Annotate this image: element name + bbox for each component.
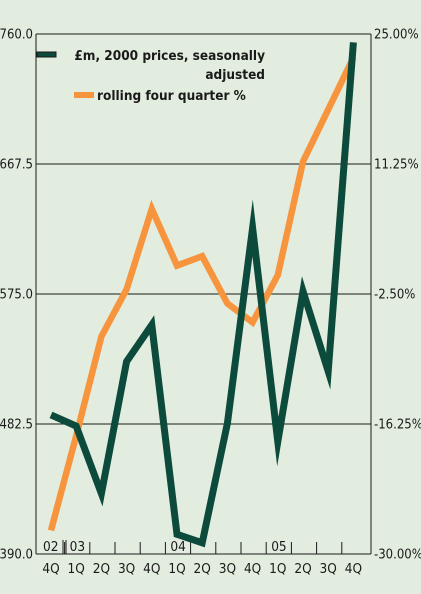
x-tick-label: 4Q (244, 561, 261, 577)
right-axis-tick-label: -30.00% (374, 548, 421, 563)
x-tick-label: 3Q (118, 561, 135, 577)
right-axis-tick-label: -16.25% (374, 418, 421, 433)
right-axis-tick-label: 11.25% (374, 158, 419, 173)
x-tick-label: 4Q (42, 561, 59, 577)
legend-swatch-rolling-pct (74, 92, 94, 98)
left-axis-tick-label: 390.0 (0, 548, 33, 563)
year-label: 03 (70, 539, 85, 555)
left-axis-tick-label: 760.0 (0, 28, 33, 43)
x-tick-label: 3Q (320, 561, 337, 577)
x-tick-label: 1Q (269, 561, 286, 577)
x-tick-label: 2Q (294, 561, 311, 577)
year-label: 02 (43, 539, 58, 555)
series-line-rolling-pct (47, 56, 357, 532)
year-label-bg (67, 539, 89, 552)
x-tick-label: 2Q (93, 561, 110, 577)
legend-label-gdp-line1: £m, 2000 prices, seasonally (74, 48, 265, 64)
series-line-gdp (49, 42, 357, 548)
x-tick-label: 4Q (345, 561, 362, 577)
left-axis-tick-label: 482.5 (0, 418, 33, 433)
x-tick-label: 4Q (143, 561, 160, 577)
legend-swatch-gdp (36, 51, 57, 58)
x-tick-label: 2Q (194, 561, 211, 577)
right-axis-tick-label: -2.50% (374, 288, 415, 303)
left-axis-tick-label: 667.5 (0, 158, 33, 173)
legend-label-gdp-line2: adjusted (205, 67, 265, 83)
year-label-bg (168, 539, 190, 552)
x-tick-label: 1Q (68, 561, 85, 577)
year-label: 04 (170, 539, 186, 555)
right-axis-tick-label: 25.00% (374, 28, 419, 43)
year-label: 05 (271, 539, 286, 555)
legend-label-rolling-pct: rolling four quarter % (97, 88, 246, 104)
x-tick-label: 3Q (219, 561, 236, 577)
year-label-bg (41, 539, 62, 552)
x-tick-label: 1Q (168, 561, 185, 577)
left-axis-tick-label: 575.0 (0, 288, 33, 303)
year-label-bg (269, 539, 291, 552)
